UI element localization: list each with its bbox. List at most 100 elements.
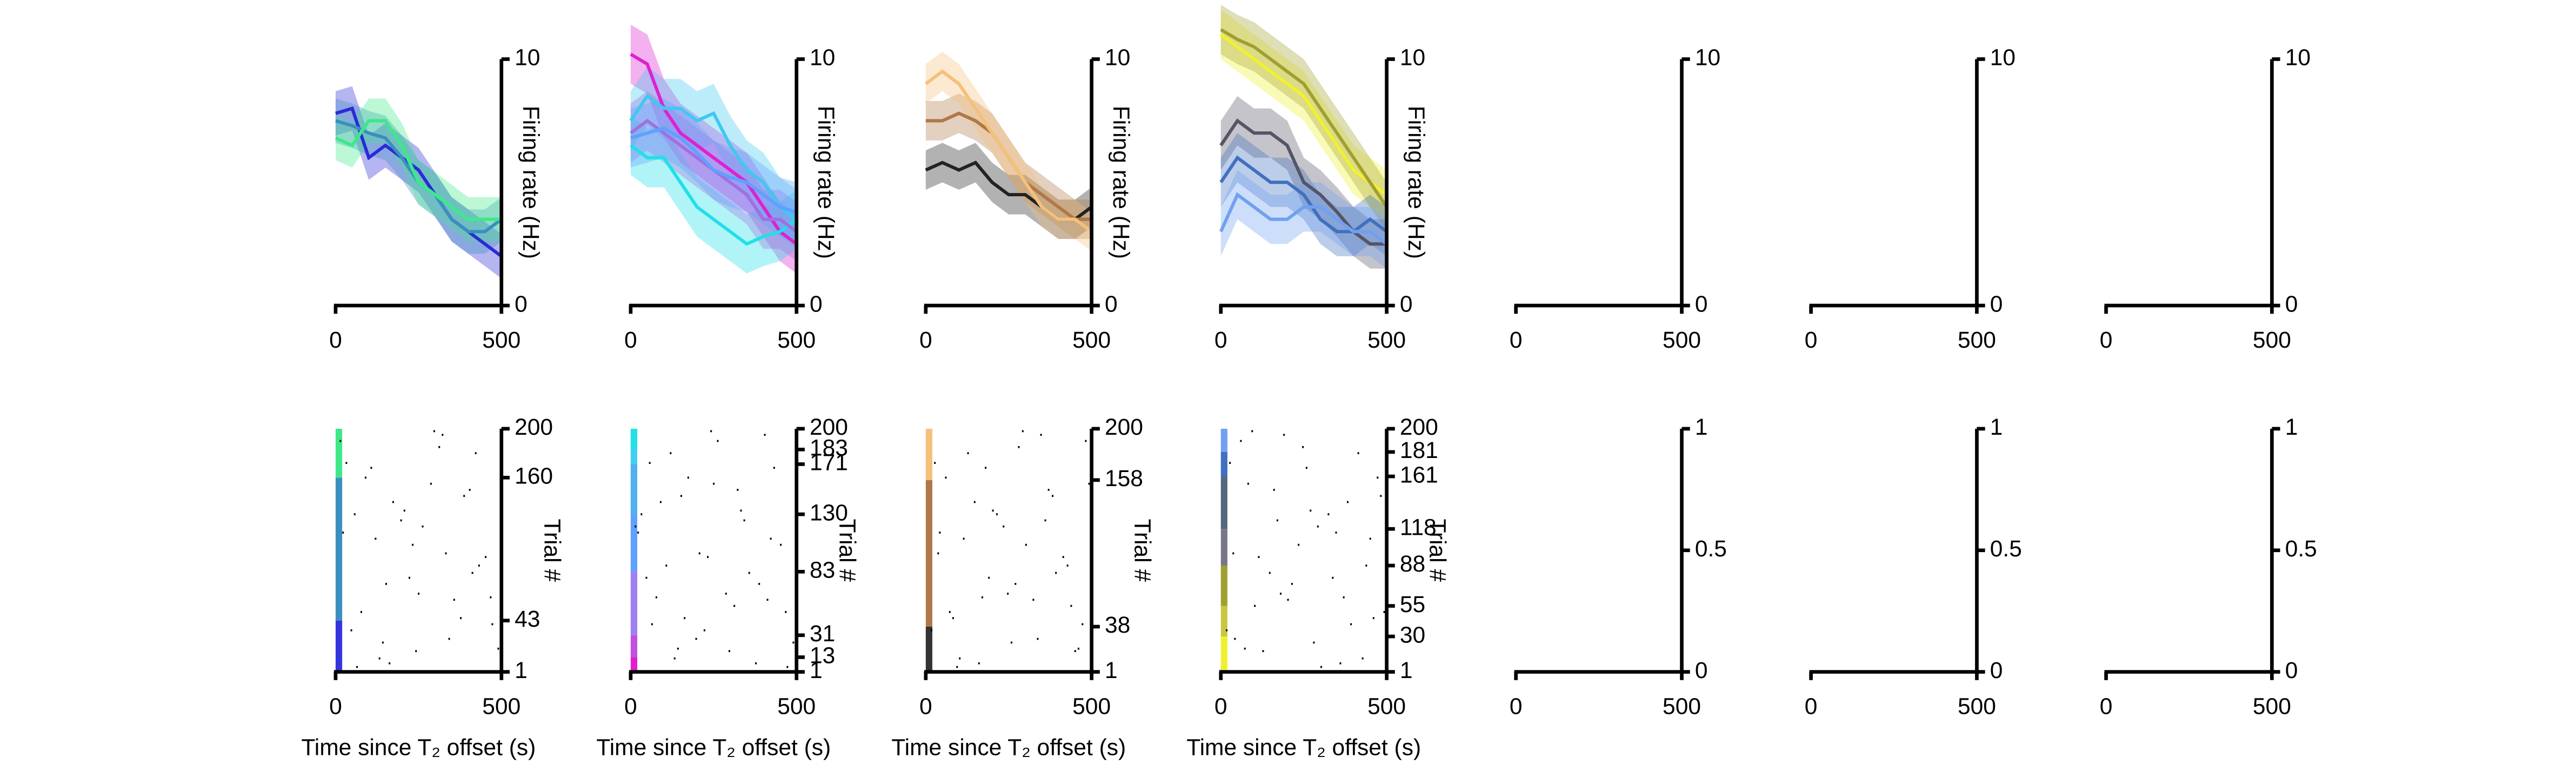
x-tick-label: 500 xyxy=(2253,694,2291,720)
spike xyxy=(1225,629,1227,632)
y-axis-label: Trial # xyxy=(1424,519,1450,582)
trial-group-bar xyxy=(630,572,638,635)
spike xyxy=(1085,440,1087,442)
spike xyxy=(360,611,362,613)
spike xyxy=(400,519,402,522)
spike xyxy=(1240,440,1242,442)
x-tick-label: 500 xyxy=(1958,694,1996,720)
y-tick-label: 171 xyxy=(810,450,848,476)
x-tick-label: 0 xyxy=(919,327,932,353)
y-tick-label: 200 xyxy=(515,414,553,440)
y-axis-label: Firing rate (Hz) xyxy=(1403,105,1429,258)
spike xyxy=(342,532,344,534)
spike xyxy=(1044,519,1046,522)
x-tick-label: 0 xyxy=(1510,327,1523,353)
y-tick-label: 10 xyxy=(515,45,540,71)
y-tick-label: 10 xyxy=(1105,45,1130,71)
spike xyxy=(356,666,358,668)
spike xyxy=(463,495,465,497)
spike xyxy=(1229,462,1231,464)
spike xyxy=(1040,434,1042,436)
panel: 0 500 0 0.5 1 xyxy=(1510,414,1727,719)
spike xyxy=(1082,623,1084,626)
line xyxy=(335,106,503,258)
spike xyxy=(375,537,377,540)
y-tick-label: 10 xyxy=(1400,45,1425,71)
spike xyxy=(1258,556,1260,558)
line xyxy=(1219,155,1388,234)
x-tick-label: 0 xyxy=(624,327,637,353)
spike xyxy=(640,513,643,515)
spike xyxy=(430,482,432,485)
x-tick-label: 500 xyxy=(482,694,520,720)
x-tick-label: 0 xyxy=(329,327,342,353)
spike xyxy=(1383,611,1385,613)
y-tick-label: 0.5 xyxy=(1695,536,1727,562)
trial-group-bar xyxy=(630,514,638,572)
spike xyxy=(418,593,420,595)
spike xyxy=(770,537,772,540)
spike xyxy=(1291,583,1293,585)
spike xyxy=(939,532,941,534)
y-tick-label: 160 xyxy=(515,463,553,489)
spike xyxy=(1357,452,1359,454)
spike xyxy=(1339,662,1342,665)
spike xyxy=(673,657,676,660)
spike xyxy=(725,593,727,595)
spike xyxy=(710,430,712,433)
spike xyxy=(1262,650,1264,652)
x-tick-label: 0 xyxy=(1510,694,1523,720)
spike xyxy=(737,489,739,491)
y-tick-label: 183 xyxy=(810,435,848,461)
y-tick-label: 0 xyxy=(1400,291,1413,317)
trial-group-bar xyxy=(630,428,638,450)
x-tick-label: 500 xyxy=(2253,327,2291,353)
spike xyxy=(684,617,686,619)
y-tick-label: 1 xyxy=(1105,658,1118,683)
spike xyxy=(490,596,492,599)
spike xyxy=(448,637,450,640)
spike xyxy=(651,623,653,626)
spike xyxy=(780,543,782,546)
spike xyxy=(433,430,436,433)
spike xyxy=(1283,434,1285,436)
spike xyxy=(1279,593,1282,595)
y-tick-label: 0 xyxy=(515,291,528,317)
spike xyxy=(1305,467,1307,469)
x-tick-label: 0 xyxy=(1805,327,1818,353)
line xyxy=(630,52,798,245)
spike xyxy=(1070,605,1072,607)
spike xyxy=(707,556,709,558)
y-tick-label: 31 xyxy=(810,621,835,647)
spike xyxy=(1327,513,1330,515)
spike xyxy=(408,576,410,579)
panel: 0 500 0 10 Firing rate (Hz) xyxy=(919,45,1134,354)
trial-group-bar xyxy=(335,428,343,478)
spike xyxy=(1015,583,1017,585)
y-axis-label: Trial # xyxy=(1130,519,1156,582)
y-axis-label: Firing rate (Hz) xyxy=(813,105,839,258)
trial-group-bar xyxy=(1220,428,1227,452)
line xyxy=(1219,33,1388,196)
y-axis-label: Trial # xyxy=(835,519,860,582)
spike xyxy=(478,565,480,567)
spike xyxy=(680,495,682,497)
trial-group-bar xyxy=(630,657,638,672)
spike xyxy=(959,657,961,660)
spike xyxy=(733,605,736,607)
spike xyxy=(445,552,447,555)
x-tick-label: 0 xyxy=(2100,327,2113,353)
spike xyxy=(1088,482,1090,485)
spike xyxy=(934,462,936,464)
spike xyxy=(350,629,352,632)
y-tick-label: 10 xyxy=(1990,45,2016,71)
spike xyxy=(786,666,789,668)
x-tick-label: 0 xyxy=(1214,694,1227,720)
spike xyxy=(1062,556,1064,558)
y-tick-label: 83 xyxy=(810,557,835,583)
y-tick-label: 38 xyxy=(1105,612,1130,638)
spike xyxy=(717,440,719,442)
spike xyxy=(1052,495,1054,497)
spike xyxy=(1276,519,1278,522)
spike xyxy=(345,462,348,464)
